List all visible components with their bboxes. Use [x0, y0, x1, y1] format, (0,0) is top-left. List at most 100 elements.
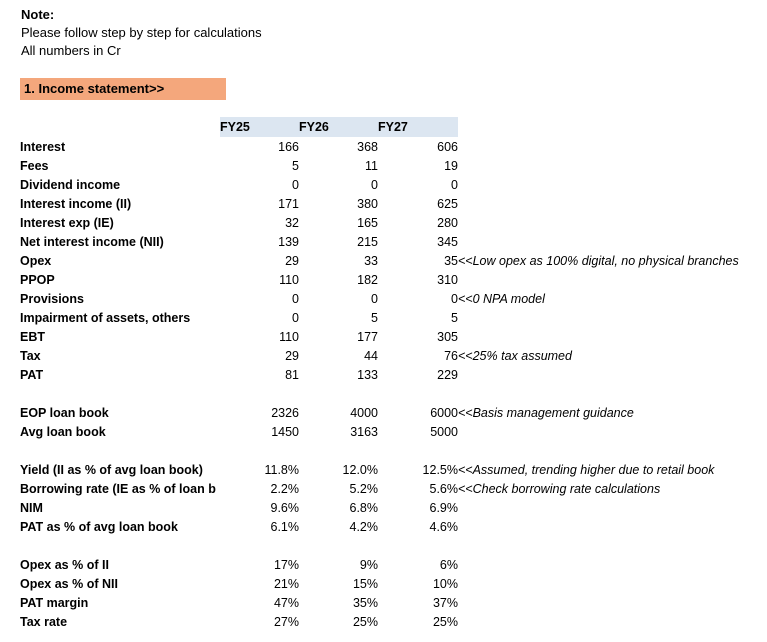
value-cell[interactable]: 345: [437, 234, 458, 249]
row-label-cell[interactable]: Opex as % of II: [20, 557, 109, 572]
row-label-cell[interactable]: Avg loan book: [20, 424, 106, 439]
row-label-cell[interactable]: Tax: [20, 348, 41, 363]
value-cell[interactable]: 1450: [271, 424, 299, 439]
value-cell[interactable]: 11.8%: [264, 462, 299, 477]
value-cell[interactable]: 9%: [359, 557, 378, 572]
value-cell[interactable]: 44: [364, 348, 378, 363]
column-header-fy27[interactable]: FY27: [378, 117, 458, 137]
value-cell[interactable]: 6.1%: [270, 519, 300, 534]
value-cell[interactable]: 139: [278, 234, 299, 249]
value-cell[interactable]: 81: [285, 367, 299, 382]
value-cell[interactable]: 177: [357, 329, 378, 344]
value-cell[interactable]: 6.8%: [349, 500, 379, 515]
value-cell[interactable]: 0: [451, 177, 458, 192]
value-cell[interactable]: 12.5%: [422, 462, 458, 477]
value-cell[interactable]: 10%: [432, 576, 458, 591]
row-label-cell[interactable]: Provisions: [20, 291, 84, 306]
value-cell[interactable]: 25%: [352, 614, 378, 629]
row-label-cell[interactable]: EOP loan book: [20, 405, 109, 420]
value-cell[interactable]: 19: [444, 158, 458, 173]
value-cell[interactable]: 5.6%: [429, 481, 459, 496]
row-label-cell[interactable]: EBT: [20, 329, 45, 344]
value-cell[interactable]: 17%: [273, 557, 299, 572]
value-cell[interactable]: 25%: [432, 614, 458, 629]
value-cell[interactable]: 4.6%: [429, 519, 459, 534]
value-cell[interactable]: 12.0%: [342, 462, 378, 477]
value-cell[interactable]: 110: [279, 329, 299, 344]
value-cell[interactable]: 133: [357, 367, 378, 382]
value-cell[interactable]: 11: [365, 158, 378, 173]
value-cell[interactable]: 2326: [271, 405, 299, 420]
value-cell[interactable]: 5.2%: [349, 481, 379, 496]
row-label-cell[interactable]: PAT as % of avg loan book: [20, 519, 178, 534]
table-row-income-statement-5: Net interest income (NII) 139 215 345: [20, 232, 767, 251]
row-label-cell[interactable]: Interest: [20, 139, 66, 154]
value-cell[interactable]: 32: [285, 215, 299, 230]
row-label-cell[interactable]: Borrowing rate (IE as % of loan b: [20, 481, 216, 496]
value-cell[interactable]: 6%: [439, 557, 458, 572]
value-cell[interactable]: 110: [279, 272, 299, 287]
value-cell[interactable]: 33: [364, 253, 378, 268]
value-cell[interactable]: 310: [437, 272, 458, 287]
value-cell[interactable]: 27%: [273, 614, 299, 629]
value-cell[interactable]: 182: [357, 272, 378, 287]
value-cell[interactable]: 35: [444, 253, 458, 268]
column-header-fy25[interactable]: FY25: [220, 117, 299, 137]
row-label-cell[interactable]: Impairment of assets, others: [20, 310, 191, 325]
value-cell[interactable]: 76: [444, 348, 458, 363]
value-cell[interactable]: 229: [437, 367, 458, 382]
row-label-cell[interactable]: PAT margin: [20, 595, 89, 610]
value-cell[interactable]: 0: [292, 310, 299, 325]
value-cell[interactable]: 29: [285, 348, 299, 363]
value-cell[interactable]: 21%: [273, 576, 299, 591]
value-cell[interactable]: 35%: [352, 595, 378, 610]
value-cell[interactable]: 165: [357, 215, 378, 230]
value-cell[interactable]: 0: [371, 177, 378, 192]
value-cell[interactable]: 0: [292, 291, 299, 306]
value-cell[interactable]: 5: [292, 158, 299, 173]
row-label-cell[interactable]: Dividend income: [20, 177, 121, 192]
value-cell[interactable]: 0: [371, 291, 378, 306]
row-label-cell[interactable]: Yield (II as % of avg loan book): [20, 462, 203, 477]
value-cell[interactable]: 171: [278, 196, 299, 211]
row-label-cell[interactable]: Tax rate: [20, 614, 68, 629]
column-header-fy26[interactable]: FY26: [299, 117, 378, 137]
value-cell[interactable]: 606: [437, 139, 458, 154]
row-label-cell[interactable]: Net interest income (NII): [20, 234, 164, 249]
row-label-cell[interactable]: PAT: [20, 367, 44, 382]
value-cell[interactable]: 9.6%: [270, 500, 300, 515]
value-cell[interactable]: 37%: [432, 595, 458, 610]
value-cell[interactable]: 0: [451, 291, 458, 306]
value-cell[interactable]: 4000: [350, 405, 378, 420]
value-cell[interactable]: 3163: [350, 424, 378, 439]
value-cell[interactable]: 15%: [352, 576, 378, 591]
spacer-cell: [378, 441, 458, 460]
value-cell[interactable]: 215: [357, 234, 378, 249]
value-cell[interactable]: 305: [437, 329, 458, 344]
row-label-cell[interactable]: Opex: [20, 253, 52, 268]
value-cell[interactable]: 47%: [273, 595, 299, 610]
value-cell[interactable]: 4.2%: [349, 519, 379, 534]
row-label-cell[interactable]: Fees: [20, 158, 49, 173]
spacer-row: [20, 384, 767, 403]
value-cell[interactable]: 2.2%: [270, 481, 300, 496]
row-label-cell[interactable]: NIM: [20, 500, 43, 515]
row-label-cell[interactable]: Opex as % of NII: [20, 576, 118, 591]
value-cell[interactable]: 280: [437, 215, 458, 230]
spacer-cell: [458, 536, 767, 555]
value-cell[interactable]: 380: [357, 196, 378, 211]
value-cell[interactable]: 625: [437, 196, 458, 211]
value-cell[interactable]: 29: [285, 253, 299, 268]
value-cell[interactable]: 166: [278, 139, 299, 154]
spacer-cell: [458, 384, 767, 403]
row-label-cell[interactable]: Interest income (II): [20, 196, 132, 211]
row-label-cell[interactable]: PPOP: [20, 272, 55, 287]
value-cell[interactable]: 5: [371, 310, 378, 325]
value-cell[interactable]: 5: [451, 310, 458, 325]
value-cell[interactable]: 6.9%: [429, 500, 459, 515]
value-cell[interactable]: 0: [292, 177, 299, 192]
row-label-cell[interactable]: Interest exp (IE): [20, 215, 114, 230]
value-cell[interactable]: 5000: [430, 424, 458, 439]
value-cell[interactable]: 368: [357, 139, 378, 154]
value-cell[interactable]: 6000: [430, 405, 458, 420]
